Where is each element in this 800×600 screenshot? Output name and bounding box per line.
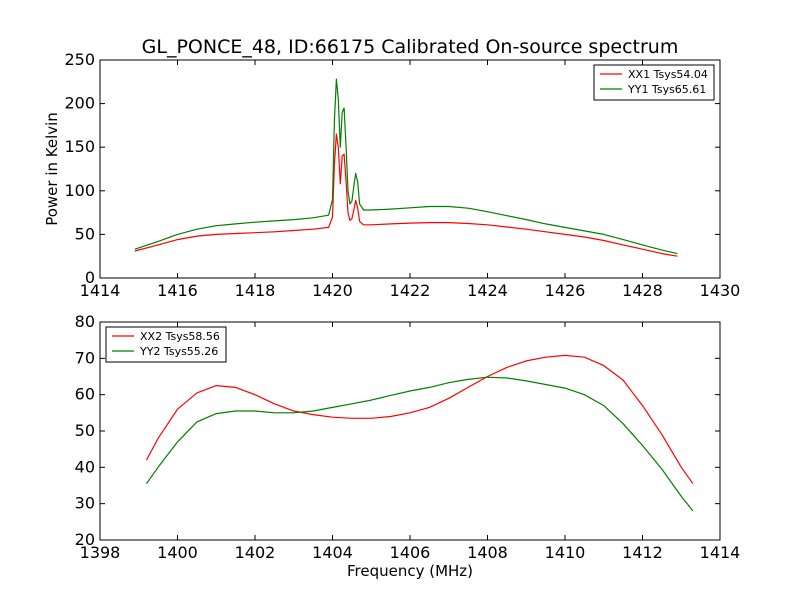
legend-label-1: XX1 Tsys54.04 [628,68,708,81]
x-tick-label: 1414 [80,281,121,300]
y-tick-label: 50 [75,224,95,243]
series-line-1 [145,354,694,485]
legend-label-1: XX2 Tsys58.56 [140,330,220,343]
series-line-2 [146,376,694,512]
y-tick-label: 80 [75,312,95,331]
x-tick-label: 1416 [157,281,198,300]
x-tick-label: 1430 [700,281,741,300]
bottom-panel-legend: XX2 Tsys58.56 YY2 Tsys55.26 [105,326,227,363]
x-tick-label: 1408 [467,543,508,562]
bottom-panel: 1398 1400 1402 1404 1406 1408 1410 1412 1414 20 30… [75,312,741,580]
bottom-panel-xlabel: Frequency (MHz) [347,562,473,580]
y-tick-label: 0 [85,268,95,287]
legend-label-2: YY2 Tsys55.26 [139,345,218,358]
y-tick-label: 70 [75,348,95,367]
x-tick-label: 1400 [157,543,198,562]
series-line-1 [134,133,678,257]
x-tick-label: 1424 [467,281,508,300]
x-tick-label: 1404 [312,543,353,562]
legend-box [593,64,715,101]
x-tick-label: 1420 [312,281,353,300]
y-tick-label: 50 [75,421,95,440]
series-line-2 [134,78,678,255]
y-tick-label: 30 [75,494,95,513]
y-tick-label: 20 [75,530,95,549]
top-panel-ticks: 1414 1416 1418 1420 1422 1424 1426 1428 1430 0 50 1… [64,50,740,300]
y-tick-label: 200 [64,94,95,113]
y-tick-label: 60 [75,385,95,404]
top-panel-legend: XX1 Tsys54.04 YY1 Tsys65.61 [593,64,715,101]
y-tick-label: 150 [64,137,95,156]
legend-box [105,326,227,363]
chart-title: GL_PONCE_48, ID:66175 Calibrated On-sour… [142,36,679,58]
x-tick-label: 1422 [390,281,431,300]
legend-label-2: YY1 Tsys65.61 [627,83,706,96]
bottom-panel-ticks: 1398 1400 1402 1404 1406 1408 1410 1412 1414 20 30… [75,312,741,562]
x-tick-label: 1414 [700,543,741,562]
top-panel-lines [134,78,678,257]
y-tick-label: 250 [64,50,95,69]
x-tick-label: 1410 [545,543,586,562]
y-tick-label: 40 [75,457,95,476]
y-tick-label: 100 [64,181,95,200]
bottom-panel-lines [145,354,694,512]
x-tick-label: 1426 [545,281,586,300]
top-panel-ylabel: Power in Kelvin [43,112,61,226]
x-tick-label: 1418 [235,281,276,300]
x-tick-label: 1428 [622,281,663,300]
x-tick-label: 1398 [80,543,121,562]
x-tick-label: 1402 [235,543,276,562]
x-tick-label: 1412 [622,543,663,562]
x-tick-label: 1406 [390,543,431,562]
top-panel: 1414 1416 1418 1420 1422 1424 1426 1428 1430 0 50 1… [43,50,740,300]
